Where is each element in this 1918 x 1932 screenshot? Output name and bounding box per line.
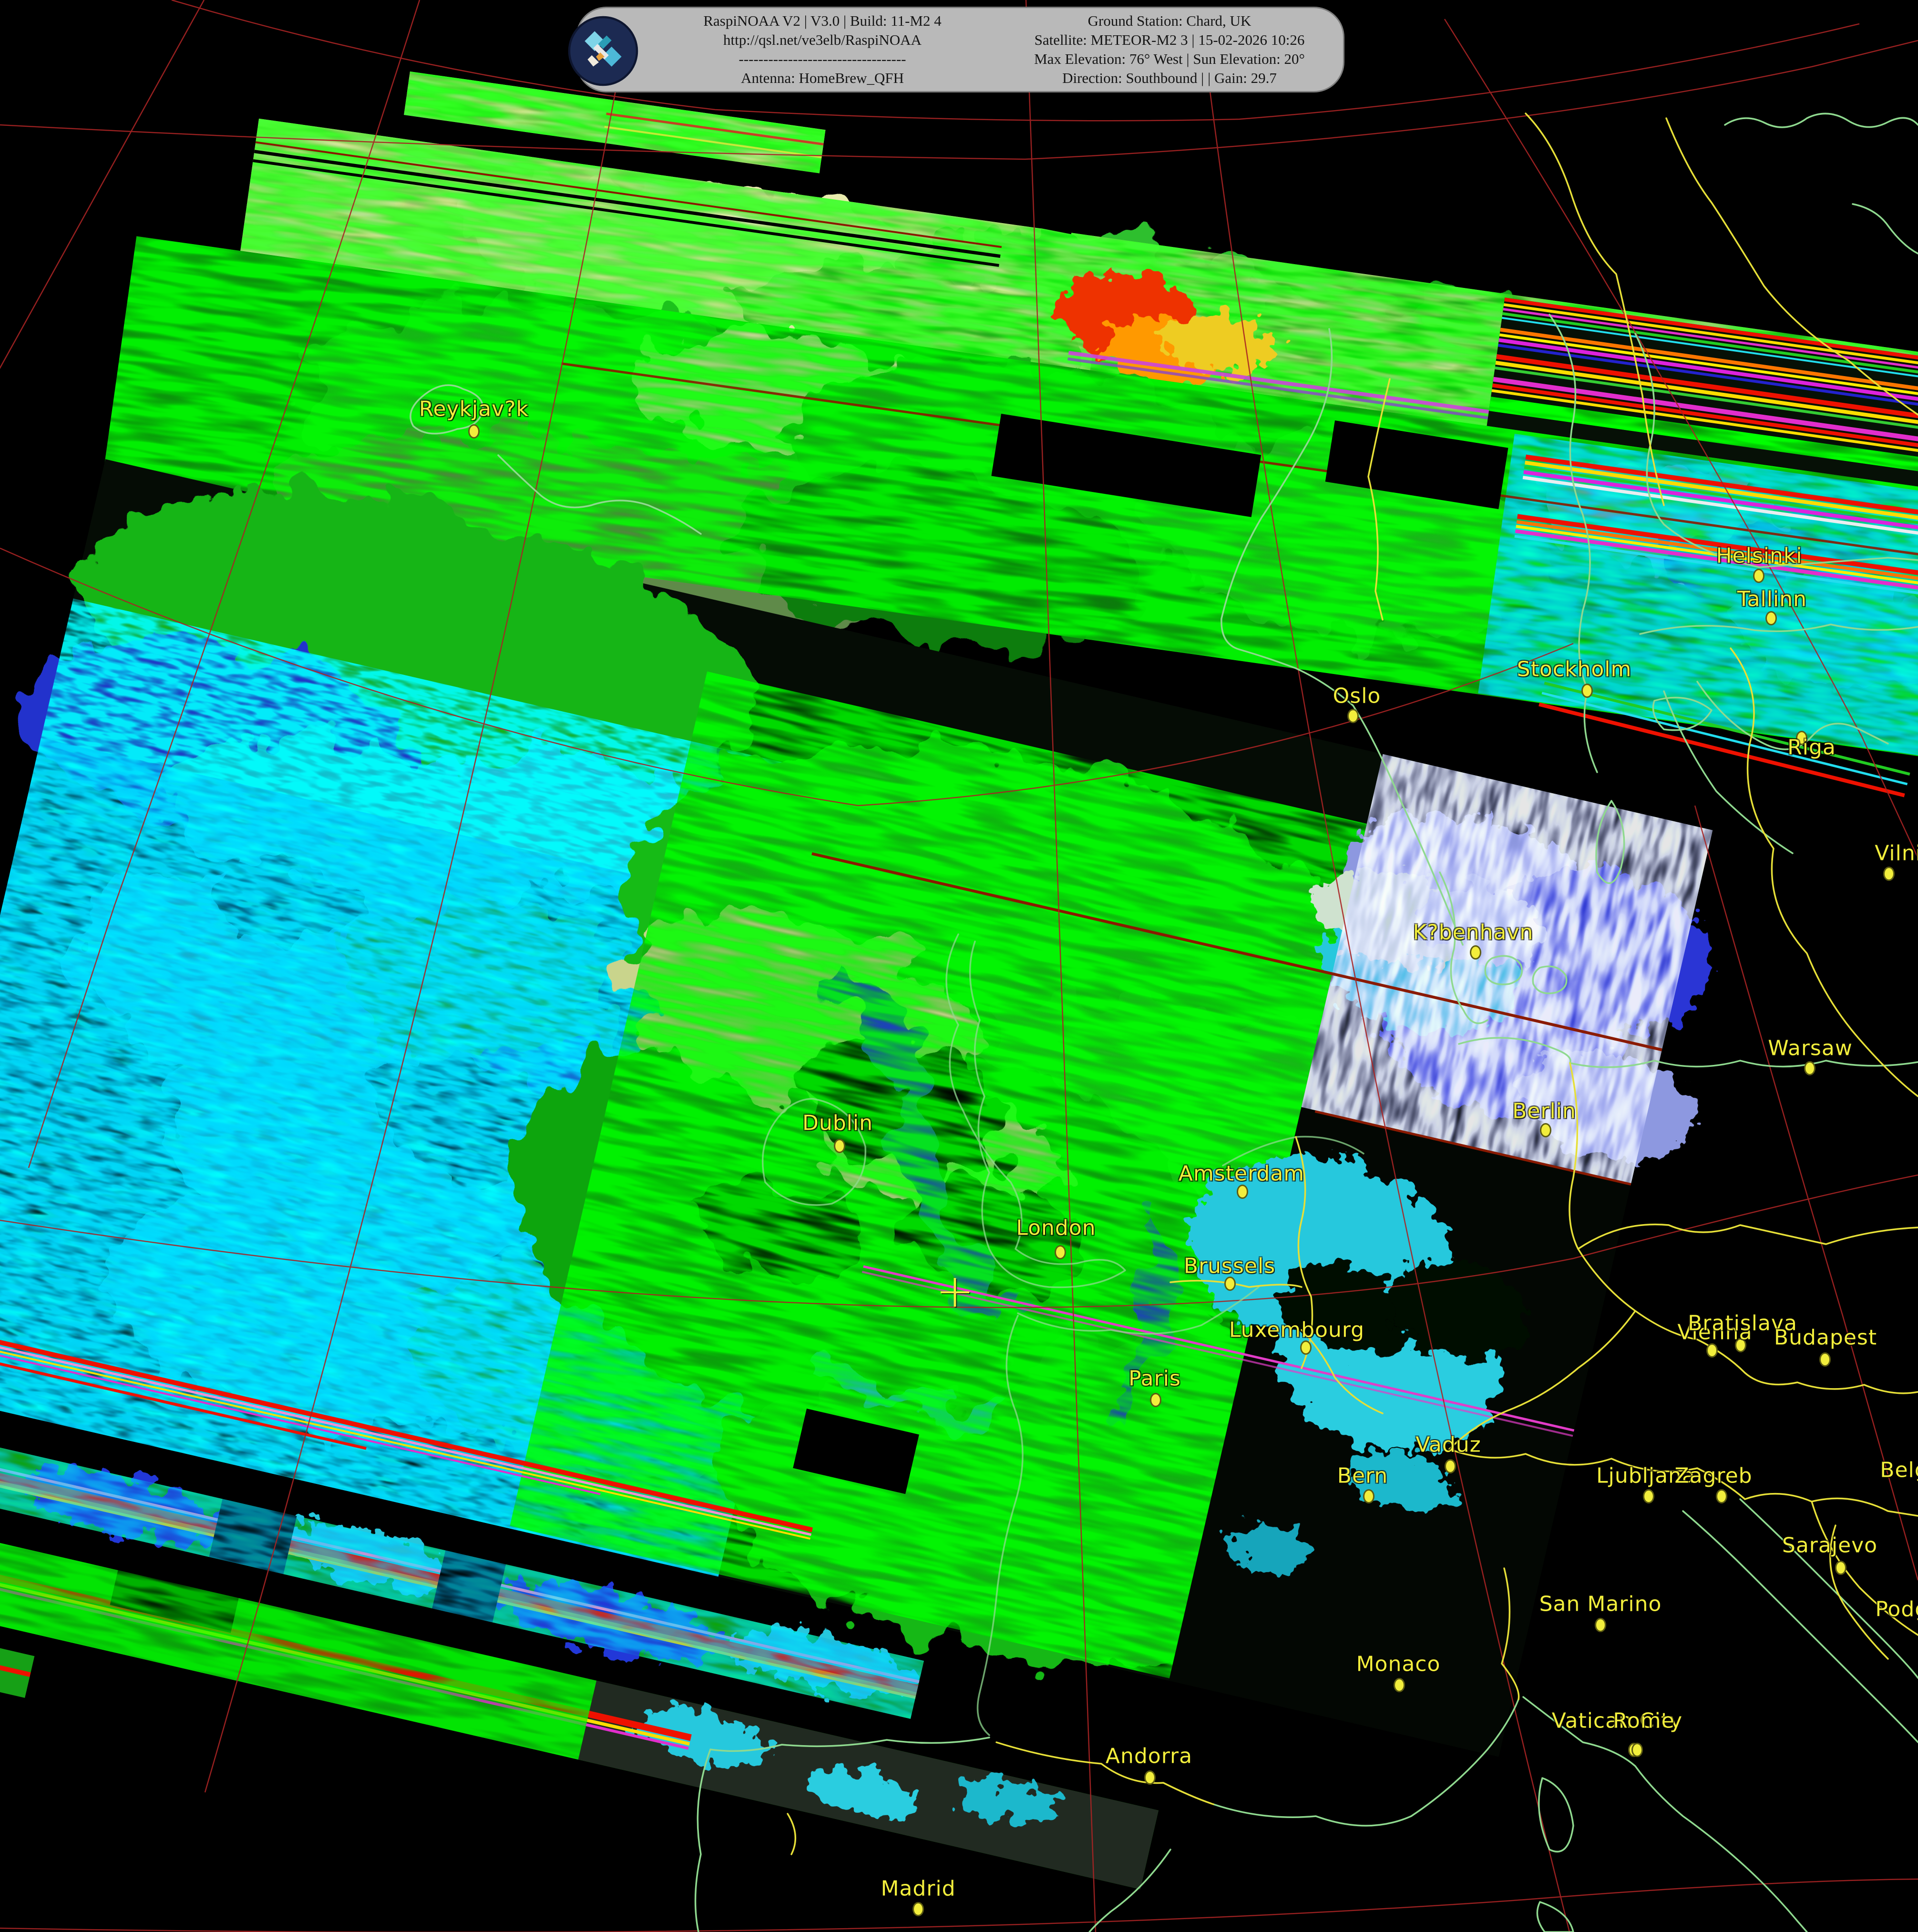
city-label-luxembourg: Luxembourg (1229, 1318, 1365, 1342)
city-label-monaco: Monaco (1356, 1652, 1441, 1676)
city-label-amsterdam: Amsterdam (1178, 1161, 1305, 1186)
city-dot-vienna (1706, 1343, 1718, 1358)
city-label-london: London (1016, 1216, 1096, 1240)
city-label-oslo: Oslo (1333, 684, 1381, 708)
city-dot-zagreb (1716, 1489, 1727, 1503)
city-label-podgorica: Podgorica (1875, 1597, 1918, 1622)
city-dot-sarajevo (1835, 1561, 1846, 1575)
city-label-budapest: Budapest (1774, 1325, 1877, 1350)
city-dot-stockholm (1581, 684, 1593, 698)
city-dot-vaduz (1445, 1459, 1456, 1473)
city-dot-riga (1796, 731, 1807, 745)
city-dot-amsterdam (1237, 1185, 1248, 1199)
direction-gain-info: Direction: Southbound | | Gain: 29.7 (1062, 70, 1277, 86)
city-dot-san-marino (1595, 1618, 1606, 1632)
city-dot-reykjav-k (468, 424, 480, 439)
city-dot-helsinki (1753, 569, 1764, 583)
city-label-san-marino: San Marino (1539, 1592, 1662, 1616)
app-version: RaspiNOAA V2 | V3.0 | Build: 11-M2 4 (703, 12, 942, 29)
banner-left-column: RaspiNOAA V2 | V3.0 | Build: 11-M2 4 htt… (649, 11, 996, 88)
city-label-vatican-city: Vatican City (1551, 1708, 1683, 1733)
city-label-vaduz: Vaduz (1415, 1432, 1481, 1457)
city-dot-oslo (1347, 709, 1359, 723)
city-label-ljubljana: Ljubljana (1596, 1463, 1695, 1488)
antenna-info: Antenna: HomeBrew_QFH (741, 70, 904, 86)
city-label-zagreb: Zagreb (1674, 1463, 1753, 1488)
city-dot-madrid (913, 1902, 924, 1916)
city-label-riga: Riga (1787, 735, 1836, 760)
city-dot-warsaw (1804, 1061, 1815, 1075)
city-label-warsaw: Warsaw (1768, 1036, 1853, 1061)
city-dot-bratislava (1735, 1338, 1746, 1352)
app-url: http://qsl.net/ve3elb/RaspiNOAA (723, 31, 922, 48)
satellite-pass-info: Satellite: METEOR-M2 3 | 15-02-2026 10:2… (1034, 31, 1305, 48)
city-label-k-benhavn: K?benhavn (1413, 920, 1534, 945)
city-label-berlin: Berlin (1512, 1099, 1576, 1124)
country-borders (787, 112, 1918, 1855)
elevation-info: Max Elevation: 76° West | Sun Elevation:… (1034, 51, 1305, 67)
city-label-dublin: Dublin (802, 1111, 873, 1135)
city-label-vienna: Vienna (1677, 1320, 1753, 1345)
city-dot-tallinn (1765, 611, 1777, 625)
city-label-paris: Paris (1128, 1366, 1181, 1391)
city-label-belgrade: Belgrade (1880, 1458, 1918, 1482)
city-dot-dublin (834, 1139, 845, 1153)
city-label-sarajevo: Sarajevo (1782, 1533, 1878, 1558)
station-info-banner: RaspiNOAA V2 | V3.0 | Build: 11-M2 4 htt… (568, 7, 1344, 92)
city-label-brussels: Brussels (1183, 1254, 1276, 1278)
city-dot-paris (1150, 1393, 1161, 1407)
city-dot-monaco (1394, 1678, 1405, 1692)
city-dot-luxembourg (1300, 1340, 1312, 1355)
city-dot-k-benhavn (1470, 945, 1481, 960)
coastlines (410, 112, 1918, 1932)
city-label-vilnius: Vilnius (1875, 841, 1918, 866)
city-dot-bern (1363, 1489, 1374, 1503)
city-label-helsinki: Helsinki (1716, 543, 1803, 568)
city-dot-rome (1631, 1743, 1643, 1757)
city-label-rome: Rome (1613, 1708, 1675, 1733)
city-dot-berlin (1540, 1123, 1551, 1137)
city-label-reykjav-k: Reykjav?k (419, 397, 529, 421)
city-dot-brussels (1224, 1277, 1236, 1291)
city-label-tallinn: Tallinn (1737, 587, 1807, 612)
raspinoaa-satellite-logo (568, 16, 638, 86)
separator-dashes: ---------------------------------- (738, 51, 906, 67)
ground-station-info: Ground Station: Chard, UK (1087, 12, 1251, 29)
city-dot-vilnius (1883, 867, 1895, 881)
city-label-bratislava: Bratislava (1688, 1311, 1797, 1336)
city-label-madrid: Madrid (881, 1876, 956, 1901)
city-dot-budapest (1819, 1352, 1831, 1367)
satellite-swath (0, 71, 1918, 1890)
city-dot-ljubljana (1643, 1489, 1654, 1503)
banner-right-column: Ground Station: Chard, UK Satellite: MET… (996, 11, 1343, 88)
city-label-stockholm: Stockholm (1517, 657, 1632, 682)
city-label-bern: Bern (1337, 1463, 1388, 1488)
ground-station-marker: + (935, 1264, 974, 1318)
city-label-andorra: Andorra (1105, 1744, 1193, 1768)
city-dot-london (1055, 1245, 1066, 1259)
city-dot-andorra (1144, 1770, 1156, 1785)
